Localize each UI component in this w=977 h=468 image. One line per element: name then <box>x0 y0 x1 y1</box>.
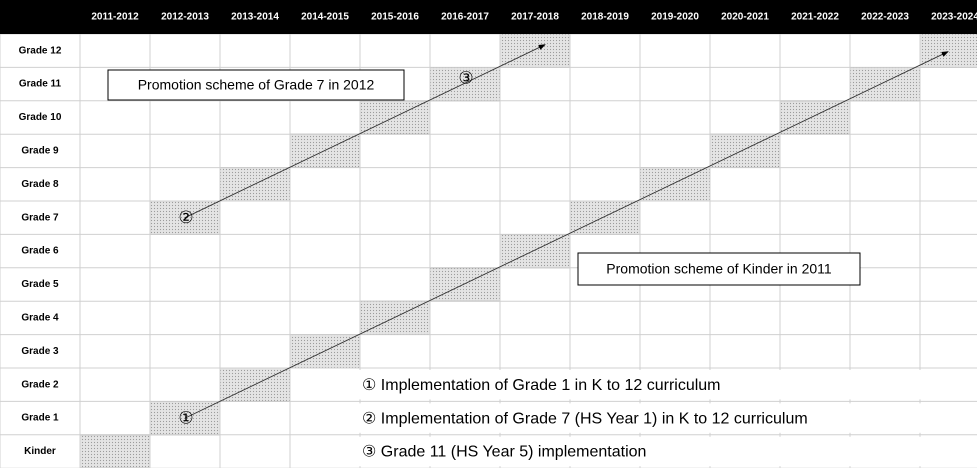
shaded-cell <box>779 100 851 135</box>
note: ① Implementation of Grade 1 in K to 12 c… <box>362 377 721 394</box>
column-header: 2015-2016 <box>371 12 419 23</box>
row-label: Grade 8 <box>21 179 59 190</box>
row-label: Grade 5 <box>21 279 59 290</box>
column-header: 2018-2019 <box>581 12 629 23</box>
shaded-cell <box>359 100 431 135</box>
callout-box <box>577 252 861 286</box>
column-header: 2011-2012 <box>91 12 139 23</box>
row-label: Grade 3 <box>21 346 59 357</box>
column-header: 2023-2024 <box>931 12 977 23</box>
shaded-cell <box>429 267 501 302</box>
header-bar <box>0 0 977 34</box>
row-label: Kinder <box>24 446 56 457</box>
row-label: Grade 9 <box>21 146 59 157</box>
row-label: Grade 6 <box>21 246 59 257</box>
column-header: 2013-2014 <box>231 12 279 23</box>
note-bg <box>358 403 977 433</box>
row-label: Grade 12 <box>19 45 62 56</box>
shaded-cell <box>919 33 977 68</box>
shaded-cell <box>79 434 151 468</box>
row-label: Grade 10 <box>19 112 62 123</box>
shaded-cell <box>499 33 571 68</box>
column-header: 2022-2023 <box>861 12 909 23</box>
callout-box <box>107 69 405 101</box>
arrow <box>184 44 546 219</box>
column-header: 2016-2017 <box>441 12 489 23</box>
column-header: 2021-2022 <box>791 12 839 23</box>
column-header: 2012-2013 <box>161 12 209 23</box>
note: ③ Grade 11 (HS Year 5) implementation <box>362 444 646 461</box>
row-label: Grade 2 <box>21 379 59 390</box>
arrow <box>184 51 949 419</box>
shaded-cell <box>359 300 431 336</box>
marker: ③ <box>458 69 473 88</box>
note: ② Implementation of Grade 7 (HS Year 1) … <box>362 410 808 427</box>
shaded-cell <box>709 133 781 168</box>
column-header: 2019-2020 <box>651 12 699 23</box>
marker: ① <box>178 409 193 428</box>
note-bg <box>358 370 977 400</box>
callout-text: Promotion scheme of Grade 7 in 2012 <box>138 77 375 93</box>
callout-text: Promotion scheme of Kinder in 2011 <box>606 261 832 277</box>
column-header: 2017-2018 <box>511 12 559 23</box>
row-label: Grade 4 <box>21 313 59 324</box>
column-header: 2014-2015 <box>301 12 349 23</box>
note-bg <box>358 436 977 467</box>
shaded-cell <box>499 233 571 269</box>
shaded-cell <box>849 67 921 102</box>
shaded-cell <box>639 167 711 202</box>
shaded-cell <box>569 200 641 235</box>
column-header: 2020-2021 <box>721 12 769 23</box>
row-label: Grade 11 <box>19 79 62 90</box>
row-label: Grade 1 <box>21 413 59 424</box>
marker: ② <box>178 208 193 227</box>
row-label: Grade 7 <box>21 212 59 223</box>
